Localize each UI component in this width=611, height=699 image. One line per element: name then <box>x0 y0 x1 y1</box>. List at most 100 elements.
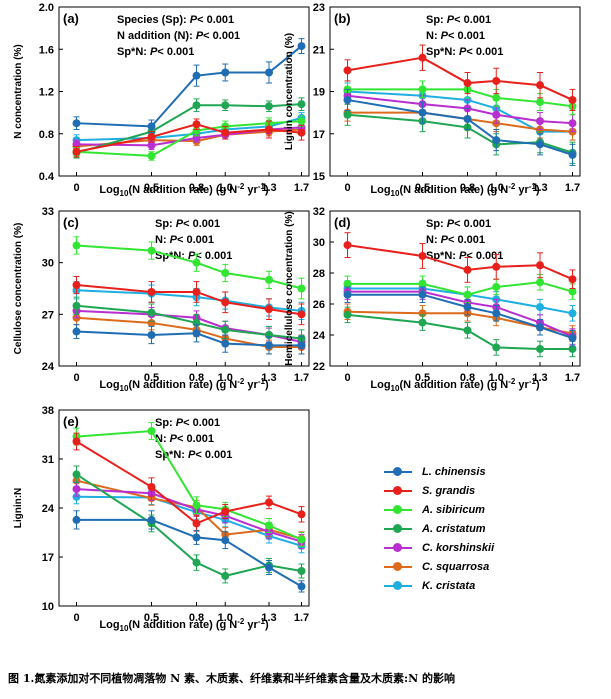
x-tick-label: 0.5 <box>144 372 159 384</box>
legend-marker <box>393 542 402 552</box>
y-tick-label: 15 <box>313 171 325 183</box>
data-point <box>418 251 427 260</box>
data-point <box>221 101 230 110</box>
data-point <box>72 470 81 479</box>
legend-item: A. sibiricum <box>384 500 494 519</box>
data-point <box>343 290 352 299</box>
plot-frame <box>329 210 581 367</box>
panel-label: (b) <box>334 11 351 26</box>
y-tick-label: 30 <box>313 237 325 249</box>
panel-a: 0.4 0.8 1.2 1.6 2.0 0 0.5 0.8 1.0 1.3 1.7 Log10(N a… <box>13 2 310 198</box>
series-a-cristatum <box>343 306 577 358</box>
panel-c: 24 27 30 33 0 0.5 0.8 1.0 1.3 1.7 Log10(N addition… <box>13 206 310 393</box>
data-point <box>492 93 501 102</box>
data-point <box>297 341 306 350</box>
series-line <box>347 90 573 133</box>
series-line <box>76 479 302 540</box>
data-point <box>343 310 352 319</box>
legend-marker <box>393 466 402 476</box>
data-point <box>568 95 577 104</box>
y-tick-label: 38 <box>42 405 54 417</box>
stat-annotation: Sp*N: P< 0.001 <box>117 46 194 58</box>
y-tick-label: 26 <box>313 299 325 311</box>
series-line <box>347 56 573 101</box>
data-point <box>221 325 230 334</box>
legend-label: K. cristata <box>422 579 476 592</box>
x-tick-label: 1.0 <box>489 372 504 384</box>
stat-annotation: N: P< 0.001 <box>155 234 214 246</box>
data-point <box>536 98 544 107</box>
legend: L. chinensis S. grandis A. sibiricum A. cri… <box>384 462 494 595</box>
x-axis-label: Log10(N addition rate) (g N-2 yr-1) <box>370 182 540 198</box>
y-tick-label: 21 <box>313 44 325 56</box>
legend-marker <box>393 485 402 495</box>
y-axis-label: Hemicellulose concentration (%) <box>284 211 295 365</box>
data-point <box>72 301 81 310</box>
legend-item: S. grandis <box>384 481 494 500</box>
legend-label: A. cristatum <box>422 522 486 535</box>
y-tick-label: 28 <box>313 268 325 280</box>
series-line <box>76 289 302 312</box>
series-line <box>75 473 302 577</box>
legend-marker <box>393 523 402 533</box>
series-line <box>347 98 573 156</box>
data-point <box>568 287 577 296</box>
y-axis-label: Lignin concentration (%) <box>284 33 295 150</box>
data-point <box>147 141 156 150</box>
data-point <box>221 507 230 516</box>
y-tick-label: 24 <box>313 330 326 342</box>
series-l-chinensis <box>72 324 306 355</box>
y-tick-label: 32 <box>313 206 325 218</box>
data-point <box>221 269 230 277</box>
x-tick-label: 0.8 <box>460 182 475 194</box>
panel-d: 22 24 26 28 30 32 0 0.5 0.8 1.0 1.3 1.7 Log10(N addi… <box>284 206 581 393</box>
y-tick-label: 1.6 <box>39 44 54 56</box>
data-point <box>492 282 501 291</box>
data-point <box>343 241 352 250</box>
series-line <box>347 88 573 108</box>
data-point <box>418 318 427 327</box>
x-tick-label: 0 <box>344 182 350 194</box>
stat-annotation: Sp: P< 0.001 <box>155 417 220 429</box>
series-a-cristatum <box>72 296 306 348</box>
legend-swatch <box>384 561 412 571</box>
y-tick-label: 2.0 <box>39 2 54 14</box>
legend-item: K. cristata <box>384 576 494 595</box>
data-point <box>147 246 156 255</box>
data-point <box>192 533 201 542</box>
panel-label: (e) <box>63 414 79 429</box>
legend-swatch <box>384 580 412 590</box>
stat-annotation: N: P< 0.001 <box>426 30 485 42</box>
series-line <box>347 293 573 340</box>
y-tick-label: 0.4 <box>39 171 55 183</box>
figure-caption: 图 1.氮素添加对不同植物凋落物 N 素、木质素、纤维素和半纤维素含量及木质素:… <box>8 672 455 685</box>
stat-annotation: N: P< 0.001 <box>426 234 485 246</box>
data-point <box>192 519 201 528</box>
data-point <box>297 535 306 544</box>
data-point <box>463 79 472 88</box>
data-point <box>463 290 472 299</box>
x-tick-label: 0 <box>73 372 79 384</box>
data-point <box>265 521 273 530</box>
x-tick-label: 0.8 <box>189 372 204 384</box>
data-point <box>192 501 201 510</box>
series-s-grandis <box>343 232 577 289</box>
data-point <box>297 582 306 591</box>
legend-item: C. squarrosa <box>384 557 494 576</box>
data-point <box>492 262 501 271</box>
legend-swatch <box>384 504 412 514</box>
series-s-grandis <box>72 275 306 326</box>
series-s-grandis <box>72 118 306 158</box>
data-point <box>492 136 501 145</box>
x-tick-label: 0 <box>73 612 79 624</box>
data-point <box>418 108 427 117</box>
x-tick-label: 1.3 <box>261 372 276 384</box>
stat-annotation: Sp: P< 0.001 <box>426 218 491 230</box>
panel-label: (d) <box>334 215 351 230</box>
series-line <box>76 316 302 349</box>
data-point <box>147 331 156 339</box>
series-line <box>347 313 573 350</box>
data-point <box>147 427 156 435</box>
y-tick-label: 31 <box>42 454 54 466</box>
data-point <box>72 147 81 156</box>
